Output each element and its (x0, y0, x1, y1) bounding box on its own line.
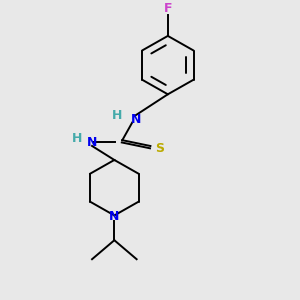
Text: N: N (109, 210, 119, 224)
Text: H: H (72, 133, 83, 146)
Text: F: F (164, 2, 172, 15)
Text: H: H (112, 109, 122, 122)
Text: N: N (131, 112, 141, 126)
Text: S: S (155, 142, 164, 155)
Text: N: N (87, 136, 97, 149)
